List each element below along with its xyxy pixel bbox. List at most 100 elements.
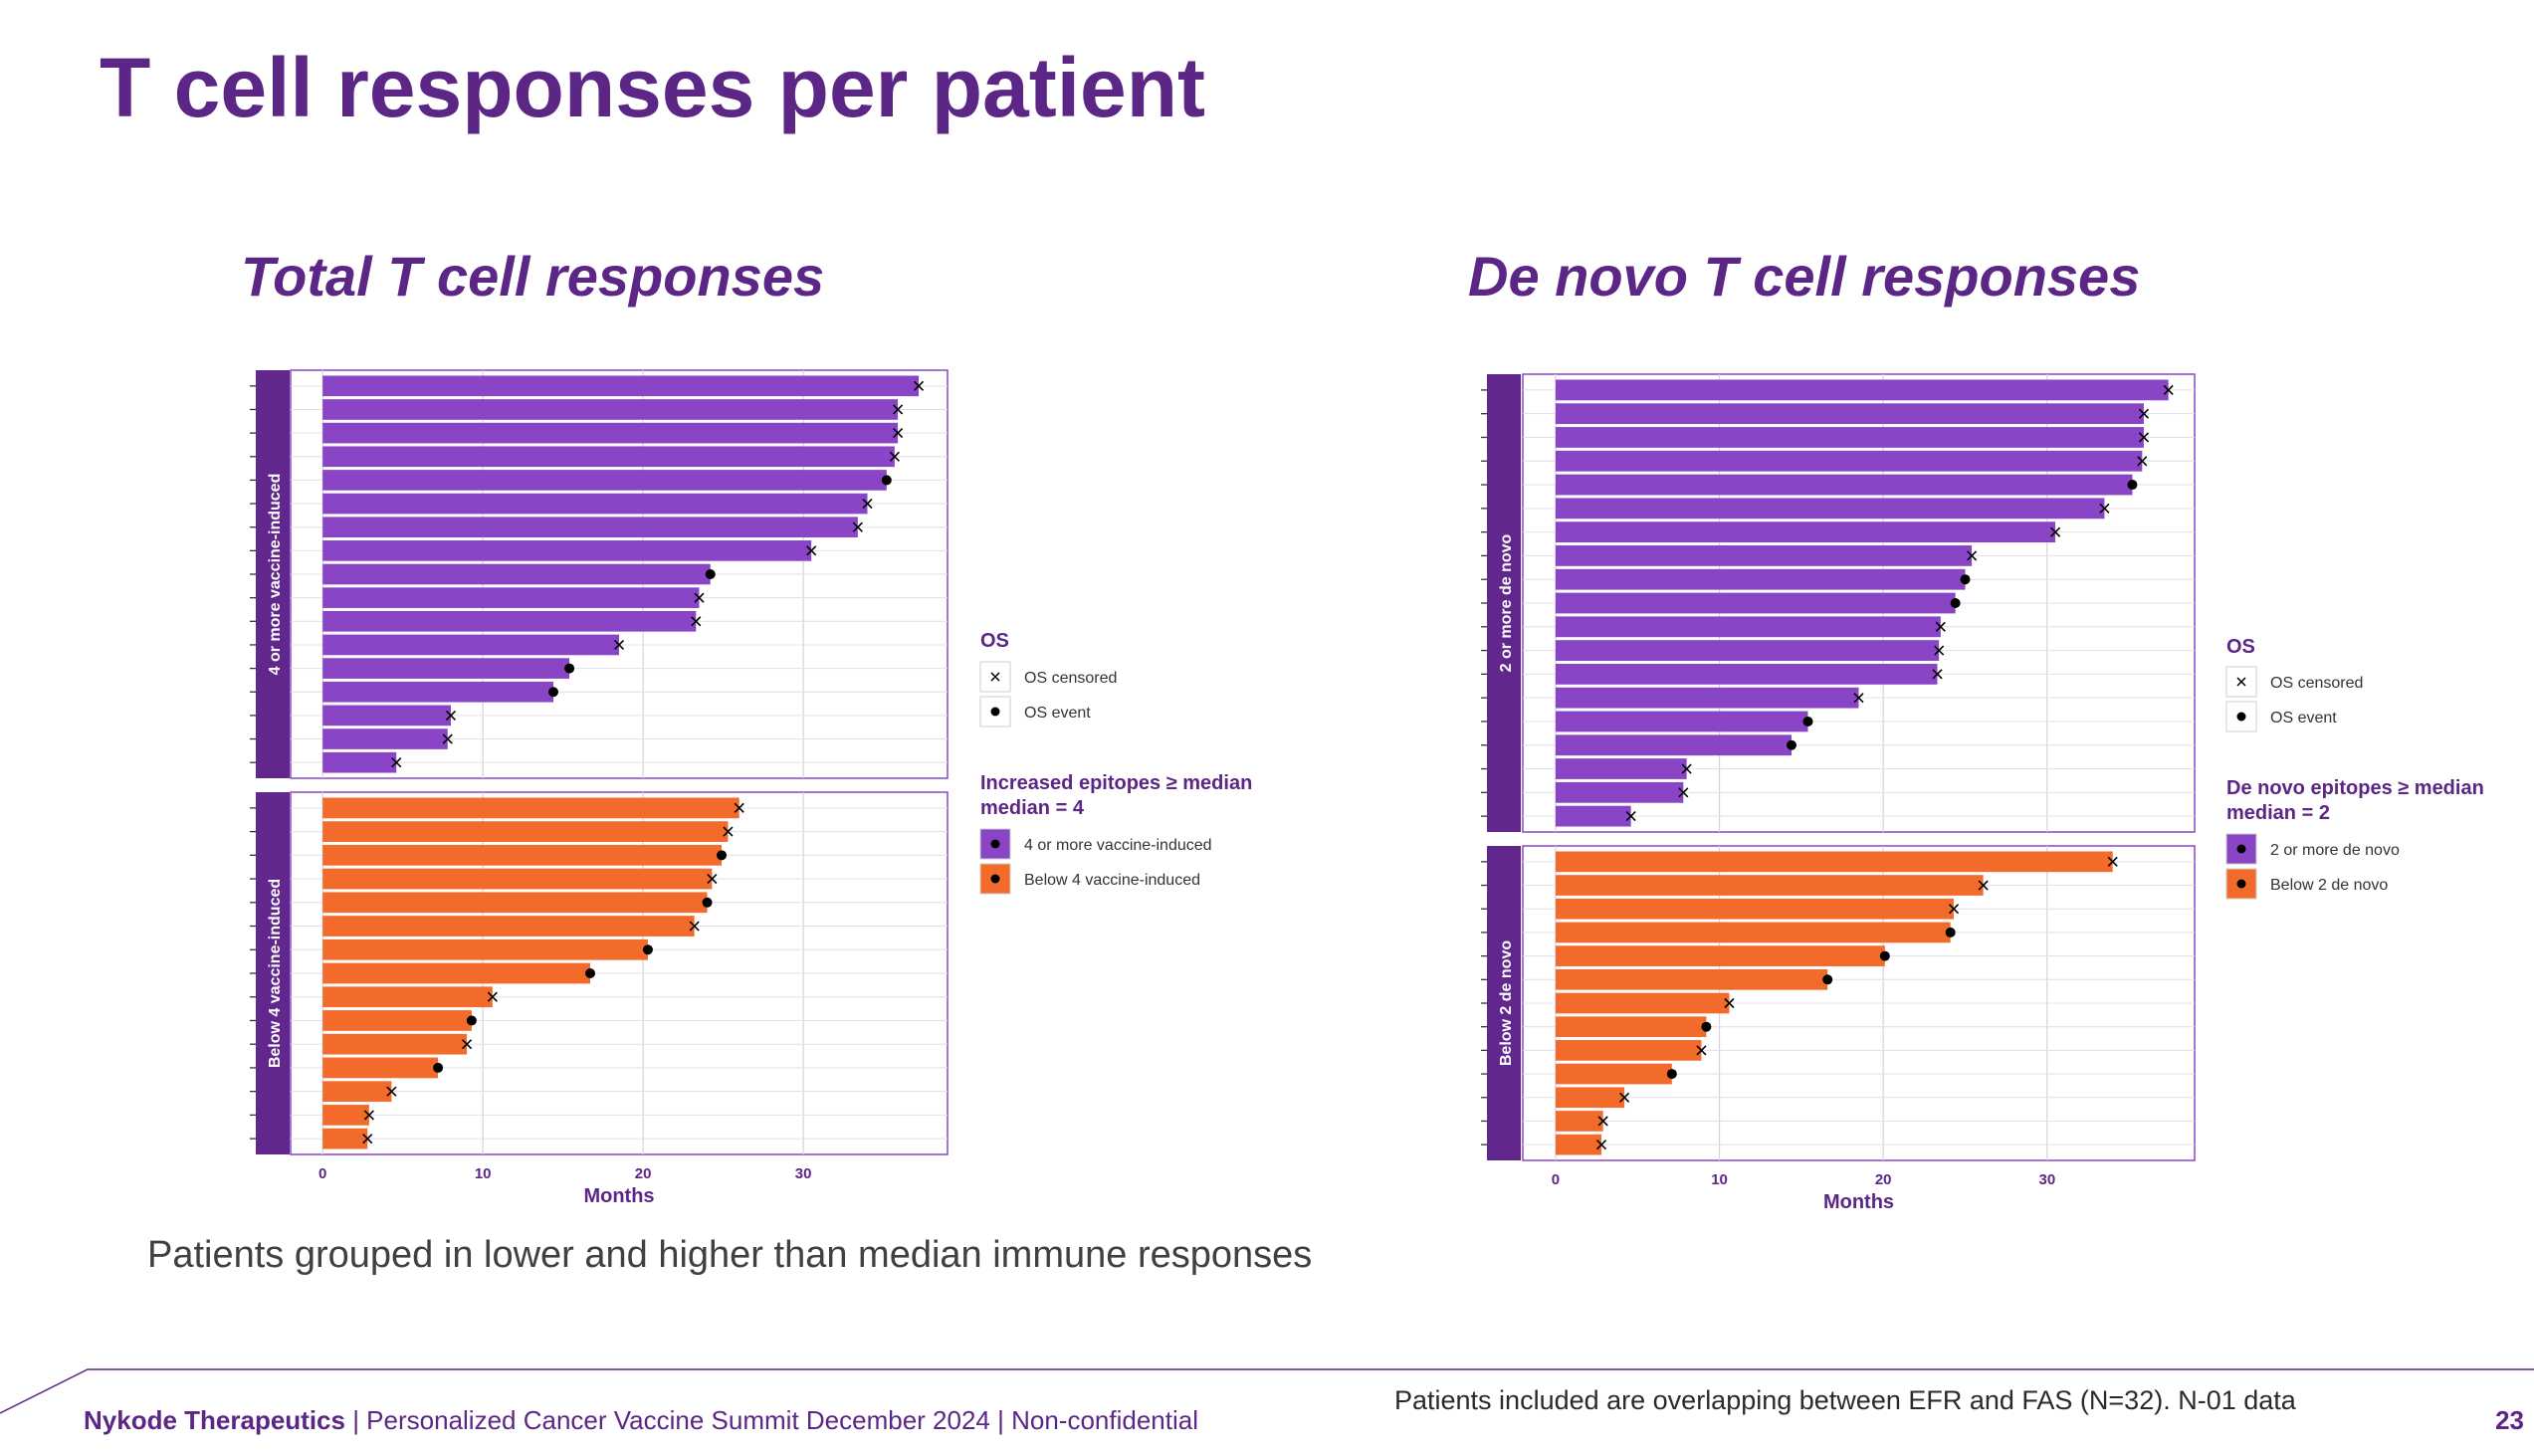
censored-stroke	[893, 404, 904, 415]
bar	[1555, 781, 1684, 803]
bar	[1555, 758, 1687, 779]
censored-stroke	[1935, 621, 1946, 632]
bar	[322, 797, 739, 819]
censored-stroke	[391, 757, 402, 768]
bar	[1555, 568, 1966, 590]
facet-strip	[256, 792, 290, 1154]
os-censored-marker	[462, 1039, 473, 1050]
os-censored-marker	[362, 1134, 373, 1144]
legend-swatch-dot	[2236, 879, 2246, 889]
os-event-marker	[1802, 716, 1813, 727]
os-censored-marker	[2138, 408, 2150, 419]
censored-stroke	[1681, 763, 1692, 774]
x-tick-label: 30	[795, 1165, 812, 1182]
facet-strip-label: Below 2 de novo	[1498, 940, 1515, 1066]
censored-stroke	[1678, 787, 1689, 798]
os-censored-marker	[2137, 456, 2148, 467]
os-censored-marker	[1681, 763, 1692, 774]
censored-stroke	[613, 639, 625, 651]
bar	[1555, 734, 1792, 756]
bar	[1555, 687, 1859, 709]
bar	[322, 844, 723, 866]
left-chart-title: Total T cell responses	[241, 245, 825, 308]
censored-stroke	[689, 921, 700, 932]
facet-strip-label: Below 4 vaccine-induced	[267, 879, 284, 1068]
censored-stroke	[691, 616, 702, 627]
facet-strip-label: 4 or more vaccine-induced	[267, 474, 284, 676]
bar	[322, 892, 708, 914]
bar	[1555, 450, 2143, 472]
os-censored-marker	[1619, 1092, 1630, 1103]
bar	[1555, 640, 1940, 661]
censored-stroke	[1853, 693, 1864, 704]
legend-swatch-dot	[990, 874, 1000, 884]
os-event-marker	[433, 1062, 444, 1073]
facet-high: 4 or more vaccine-induced	[250, 369, 949, 779]
bar	[322, 1081, 392, 1103]
censored-stroke	[1934, 645, 1945, 656]
os-event-marker	[705, 569, 716, 579]
censored-stroke	[893, 428, 904, 439]
chart-total: 4 or more vaccine-induced Below 4 vaccine…	[250, 369, 1252, 1207]
os-event-marker	[1666, 1069, 1677, 1080]
os-event-marker	[717, 850, 728, 861]
os-censored-marker	[1932, 669, 1943, 680]
os-censored-marker	[386, 1086, 397, 1097]
bar	[322, 681, 553, 703]
os-event-marker	[1879, 950, 1890, 961]
bar	[322, 1010, 472, 1031]
os-censored-marker	[893, 404, 904, 415]
os-event-marker	[564, 663, 575, 674]
os-censored-marker	[889, 451, 900, 462]
bar	[322, 658, 570, 679]
legend-group-subtitle: median = 4	[980, 797, 1085, 819]
censored-stroke	[1595, 1140, 1607, 1150]
legend-group-title: De novo epitopes ≥ median	[2226, 777, 2484, 799]
footer-divider-line	[0, 1368, 2534, 1414]
os-censored-marker	[442, 733, 453, 744]
censored-stroke	[2138, 408, 2150, 419]
censored-stroke	[1625, 811, 1636, 822]
legend-group-title: Increased epitopes ≥ median	[980, 772, 1252, 794]
os-censored-marker	[1678, 787, 1689, 798]
os-censored-marker	[613, 639, 625, 651]
facet-strip	[1487, 846, 1521, 1160]
os-censored-marker	[1935, 621, 1946, 632]
os-event-marker	[466, 1015, 477, 1026]
slide-title: T cell responses per patient	[100, 41, 1206, 134]
bar	[1555, 875, 1984, 896]
os-censored-marker	[445, 710, 457, 721]
legend-swatch-dot	[990, 839, 1000, 849]
legend-key	[979, 696, 1011, 728]
os-censored-marker	[734, 802, 744, 813]
bar	[1555, 945, 1885, 966]
os-censored-marker	[2107, 856, 2118, 867]
bar	[322, 517, 858, 538]
bar	[322, 1105, 369, 1126]
legend-os-label: OS event	[2270, 710, 2337, 727]
os-censored-marker	[2049, 526, 2061, 537]
footer-note: Patients included are overlapping betwee…	[1394, 1385, 2296, 1415]
bar	[322, 634, 619, 656]
legend-censored-icon	[990, 672, 1000, 682]
os-censored-marker	[1934, 645, 1945, 656]
os-censored-marker	[391, 757, 402, 768]
os-event-marker	[1787, 739, 1796, 750]
legend-group-label: Below 2 de novo	[2270, 877, 2388, 894]
legend-os-title: OS	[2226, 636, 2255, 658]
os-censored-marker	[2138, 432, 2150, 443]
bar	[1555, 851, 2113, 873]
os-censored-marker	[1696, 1045, 1707, 1056]
os-event-marker	[1950, 598, 1961, 608]
censored-stroke	[707, 874, 718, 885]
legend-group-subtitle: median = 2	[2226, 802, 2330, 824]
censored-stroke	[487, 991, 498, 1002]
bar	[322, 540, 812, 561]
censored-stroke	[1724, 997, 1735, 1009]
censored-stroke	[442, 733, 453, 744]
os-event-marker	[1945, 927, 1956, 937]
os-censored-marker	[1724, 997, 1735, 1009]
censored-stroke	[2163, 384, 2174, 395]
footer-text: | Personalized Cancer Vaccine Summit Dec…	[344, 1405, 1198, 1435]
os-event-marker	[1960, 574, 1971, 585]
